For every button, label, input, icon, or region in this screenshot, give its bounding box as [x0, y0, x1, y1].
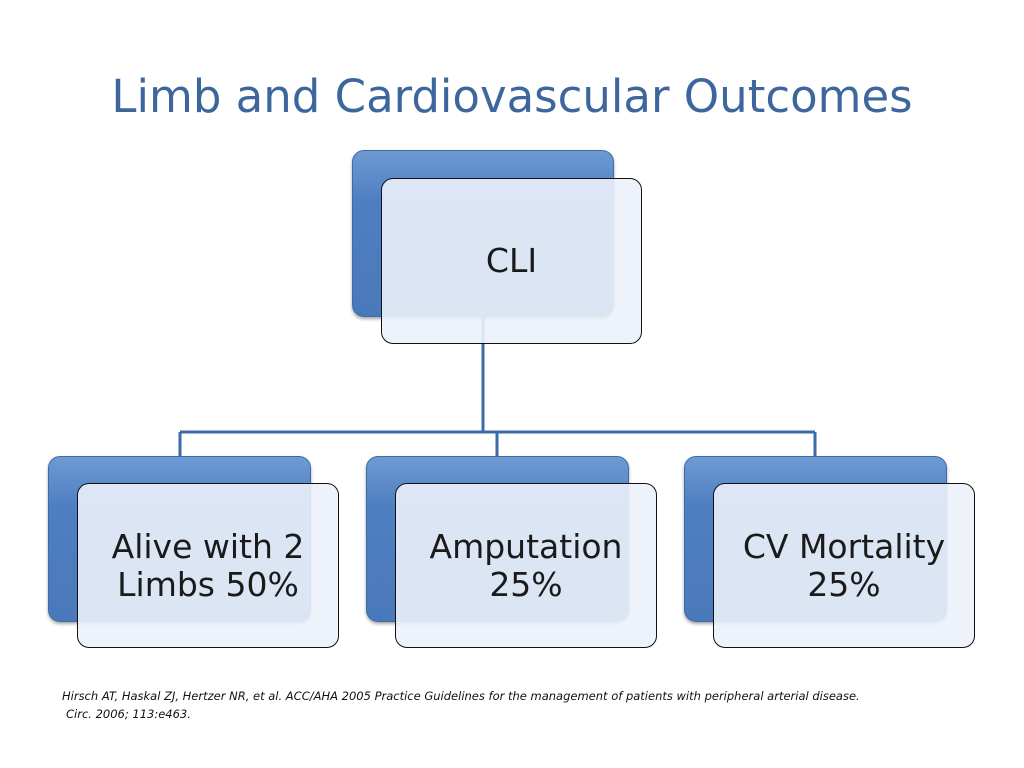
- root-node-box: CLI: [381, 178, 642, 344]
- slide-title: Limb and Cardiovascular Outcomes: [111, 70, 913, 123]
- citation-line-2: Circ. 2006; 113:e463.: [66, 707, 191, 721]
- citation: Hirsch AT, Haskal ZJ, Hertzer NR, et al.…: [62, 687, 1022, 723]
- child-node-label: CV Mortality 25%: [742, 526, 946, 604]
- child-node-label: Amputation 25%: [429, 526, 623, 604]
- child-node-box: Amputation 25%: [395, 483, 657, 648]
- root-node-label: CLI: [485, 241, 538, 281]
- child-node-box: Alive with 2 Limbs 50%: [77, 483, 339, 648]
- child-node-box: CV Mortality 25%: [713, 483, 975, 648]
- citation-line-1: Hirsch AT, Haskal ZJ, Hertzer NR, et al.…: [62, 689, 860, 703]
- child-node-label: Alive with 2 Limbs 50%: [111, 526, 305, 604]
